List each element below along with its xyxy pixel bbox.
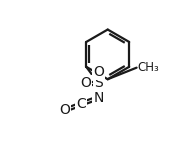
Text: CH₃: CH₃: [137, 61, 159, 74]
Text: O: O: [80, 76, 91, 90]
Text: O: O: [59, 103, 70, 117]
Text: N: N: [93, 91, 104, 105]
Text: C: C: [76, 97, 86, 111]
Text: S: S: [94, 76, 103, 90]
Text: O: O: [93, 65, 104, 79]
